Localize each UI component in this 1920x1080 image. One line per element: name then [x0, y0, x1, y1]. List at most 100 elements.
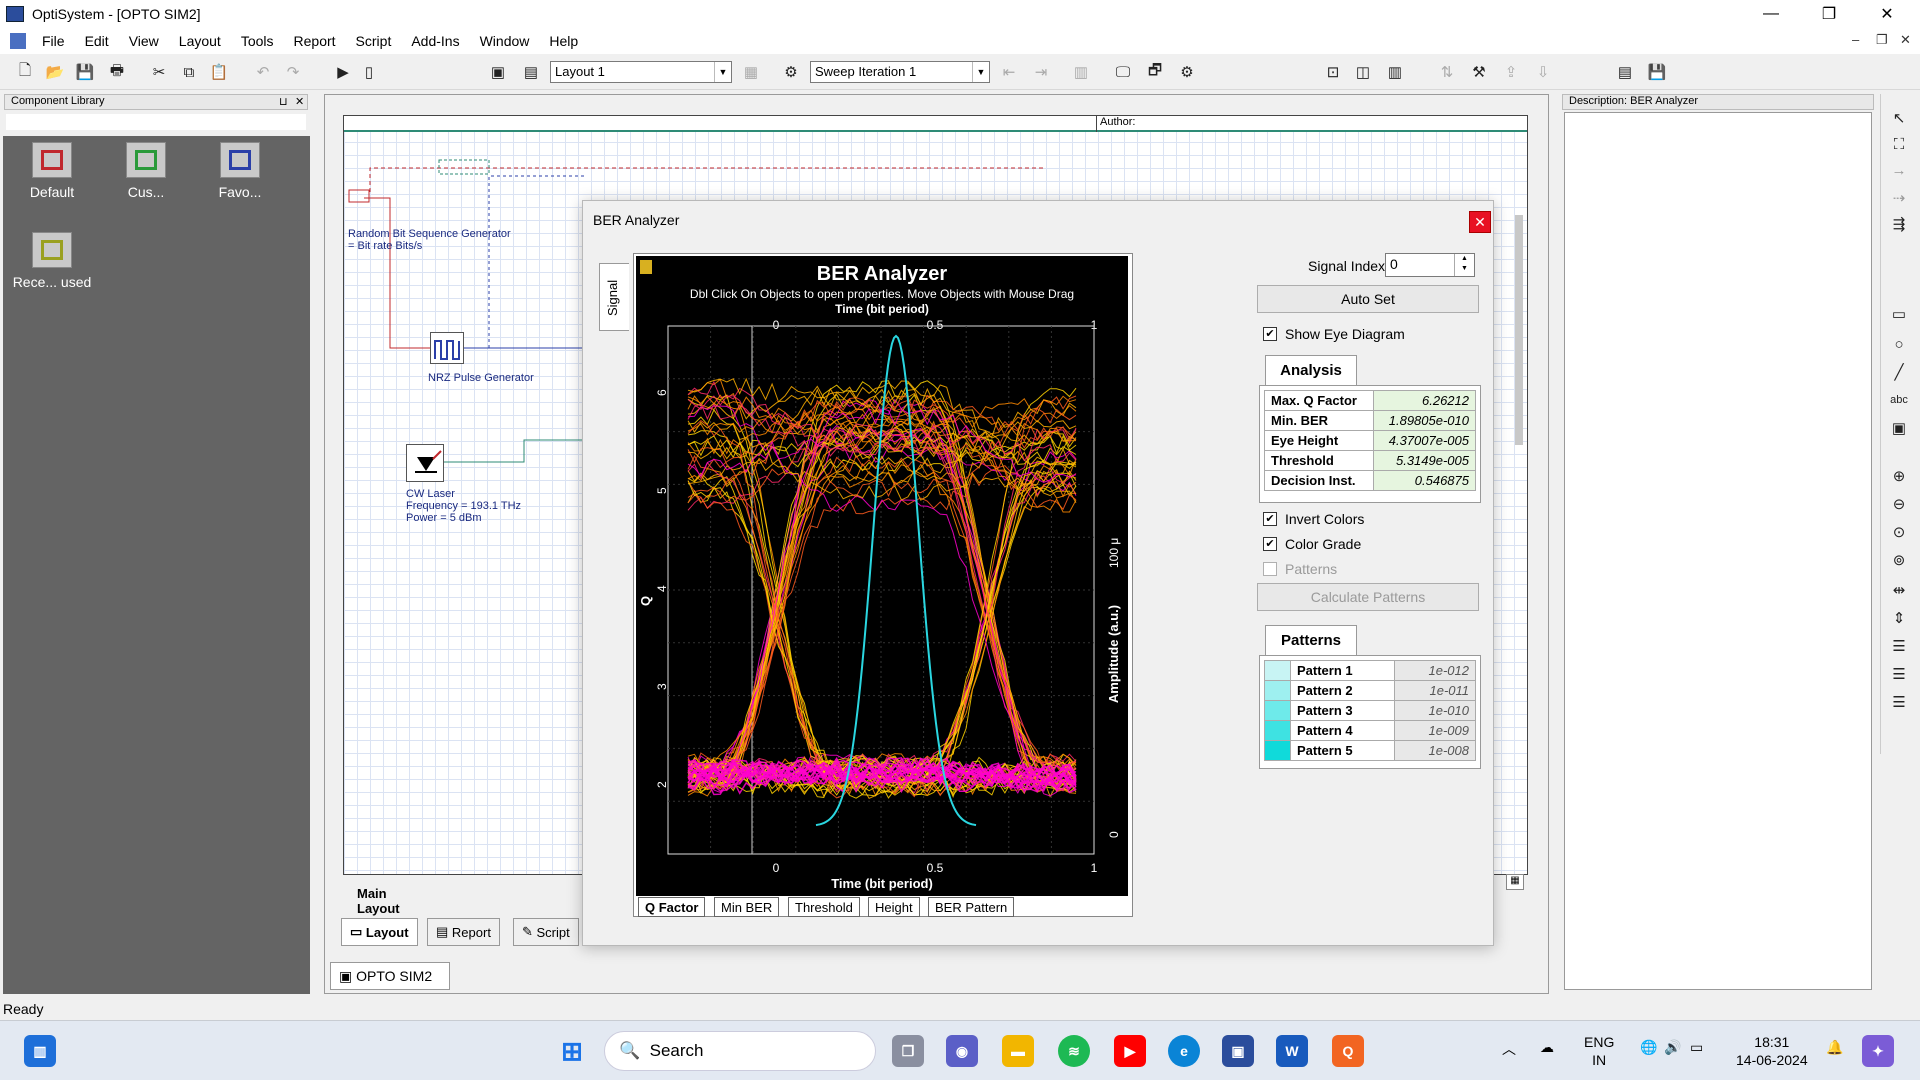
tab-report[interactable]: ▤ Report — [427, 918, 500, 946]
print-icon[interactable]: 🖶 — [109, 61, 125, 79]
open-folder-icon[interactable]: 📂 — [45, 64, 65, 81]
minimize-button[interactable]: — — [1763, 5, 1779, 22]
menu-window[interactable]: Window — [479, 33, 530, 49]
chevron-up-icon[interactable]: ︿ — [1502, 1041, 1516, 1057]
add-layout-icon[interactable]: ▣ — [490, 64, 506, 81]
distribute-vertical-icon[interactable]: ⇕ — [1892, 610, 1906, 627]
notification-bell-icon[interactable]: 🔔 — [1826, 1039, 1844, 1055]
ellipse-icon[interactable]: ○ — [1894, 335, 1904, 353]
teams-icon[interactable]: ◉ — [946, 1035, 978, 1067]
calculate-patterns-button[interactable]: Calculate Patterns — [1257, 583, 1479, 611]
start-icon[interactable]: ⊞ — [561, 1035, 583, 1066]
copy-icon[interactable]: ⧉ — [183, 63, 195, 81]
mdi-close-button[interactable]: ✕ — [1900, 32, 1911, 47]
task-view-icon[interactable]: ❐ — [892, 1035, 924, 1067]
menu-edit[interactable]: Edit — [84, 33, 109, 49]
language-indicator[interactable]: ENG IN — [1584, 1033, 1614, 1069]
tab-height[interactable]: Height — [868, 897, 920, 917]
tools-icon[interactable]: ⚒ — [1472, 64, 1486, 81]
align-center-icon[interactable]: ☰ — [1892, 638, 1906, 655]
connect-alt-icon[interactable]: ⇢ — [1892, 190, 1906, 207]
menu-tools[interactable]: Tools — [240, 33, 274, 49]
patterns-tab[interactable]: Patterns — [1265, 625, 1357, 655]
menu-script[interactable]: Script — [355, 33, 392, 49]
chevron-down-icon[interactable]: ▼ — [714, 62, 731, 82]
optisystem-taskbar-icon[interactable]: ▣ — [1222, 1035, 1254, 1067]
zoom-area-icon[interactable]: ⊚ — [1892, 552, 1906, 569]
menu-help[interactable]: Help — [549, 33, 579, 49]
zoom-in-icon[interactable]: ⊕ — [1892, 468, 1906, 485]
layout-settings-icon[interactable]: ▤ — [523, 64, 539, 81]
word-icon[interactable]: W — [1276, 1035, 1308, 1067]
fit-page-icon[interactable]: ⊡ — [1326, 64, 1340, 81]
signal-index-input[interactable]: 0 ▲ ▼ — [1385, 253, 1475, 277]
new-file-icon[interactable]: 🗋 — [18, 61, 32, 79]
show-eye-diagram-checkbox[interactable]: ✔ Show Eye Diagram — [1263, 326, 1405, 342]
fullscreen-icon[interactable]: ⛶ — [1893, 135, 1905, 153]
save-icon[interactable]: 💾 — [75, 64, 95, 81]
text-icon[interactable]: abc — [1890, 394, 1908, 406]
onedrive-icon[interactable]: ☁ — [1540, 1039, 1554, 1055]
bus-icon[interactable]: ⇶ — [1892, 216, 1906, 233]
battery-icon[interactable]: ▭ — [1690, 1039, 1704, 1055]
report-icon[interactable]: ▤ — [1617, 64, 1633, 81]
clock[interactable]: 18:31 14-06-2024 — [1736, 1033, 1808, 1069]
mdi-minimize-button[interactable]: – — [1852, 32, 1860, 47]
analysis-tab[interactable]: Analysis — [1265, 355, 1357, 385]
tab-min-ber[interactable]: Min BER — [714, 897, 780, 917]
menu-layout[interactable]: Layout — [178, 33, 221, 49]
pointer-icon[interactable]: ↖ — [1892, 110, 1906, 127]
sweep-prev-icon[interactable]: ⇤ — [1002, 64, 1016, 81]
align-right-icon[interactable]: ☰ — [1892, 694, 1906, 711]
folder-default[interactable]: Default — [12, 142, 92, 200]
tab-layout[interactable]: ▭ Layout — [341, 918, 418, 946]
import-icon[interactable]: ⇩ — [1536, 64, 1550, 81]
run-icon[interactable]: ▶ — [337, 64, 349, 81]
taskbar-search[interactable]: 🔍 Search — [604, 1031, 876, 1071]
menu-view[interactable]: View — [128, 33, 159, 49]
ber-eye-diagram-plot[interactable]: BER Analyzer Dbl Click On Objects to ope… — [636, 256, 1128, 896]
document-tab[interactable]: ▣ OPTO SIM2 — [330, 962, 450, 990]
menu-add-ins[interactable]: Add-Ins — [411, 33, 460, 49]
bit-sequence-generator-label[interactable]: Random Bit Sequence Generator = Bit rate… — [348, 228, 511, 252]
sweep-next-icon[interactable]: ⇥ — [1034, 64, 1048, 81]
widgets-icon[interactable]: ▥ — [24, 1035, 56, 1067]
library-search-field[interactable] — [6, 114, 306, 130]
undo-icon[interactable]: ↶ — [256, 64, 270, 81]
layout-view-icon[interactable]: ▯ — [364, 64, 374, 81]
cut-icon[interactable]: ✂ — [152, 64, 166, 81]
nrz-pulse-generator-icon[interactable] — [430, 332, 464, 364]
copilot-icon[interactable]: ✦ — [1862, 1035, 1894, 1067]
folder-custom[interactable]: Cus... — [106, 142, 186, 200]
mdi-restore-button[interactable]: ❐ — [1876, 32, 1888, 47]
spotify-icon[interactable]: ≋ — [1058, 1035, 1090, 1067]
vertical-scrollbar[interactable] — [1515, 215, 1523, 445]
dialog-close-button[interactable]: ✕ — [1469, 211, 1491, 233]
tab-signal[interactable]: Signal — [599, 263, 629, 331]
pin-icon[interactable]: ⊔ — [279, 96, 288, 108]
distribute-horizontal-icon[interactable]: ⇹ — [1892, 582, 1906, 599]
patterns-checkbox[interactable]: Patterns — [1263, 561, 1337, 577]
tab-script[interactable]: ✎ Script — [513, 918, 579, 946]
chevron-down-icon[interactable]: ▼ — [972, 62, 989, 82]
redo-icon[interactable]: ↷ — [286, 64, 300, 81]
layout-delete-icon[interactable]: ▦ — [743, 64, 759, 81]
sweep-table-icon[interactable]: ▥ — [1073, 64, 1089, 81]
align-left-icon[interactable]: ☰ — [1892, 666, 1906, 683]
windows-icon[interactable]: 🗗 — [1147, 61, 1163, 79]
paste-icon[interactable]: 📋 — [209, 64, 229, 81]
cw-laser-icon[interactable] — [406, 444, 444, 482]
network-icon[interactable]: 🌐 — [1640, 1039, 1658, 1055]
menu-file[interactable]: File — [42, 33, 65, 49]
arrange-icon[interactable]: ⇅ — [1440, 64, 1454, 81]
zoom-out-icon[interactable]: ⊖ — [1892, 496, 1906, 513]
monitor-icon[interactable]: 🖵 — [1115, 63, 1131, 81]
plot-menu-icon[interactable] — [640, 260, 652, 274]
line-icon[interactable]: ╱ — [1894, 364, 1904, 381]
tab-q-factor[interactable]: Q Factor — [638, 897, 706, 917]
q-app-icon[interactable]: Q — [1332, 1035, 1364, 1067]
edge-icon[interactable]: e — [1168, 1035, 1200, 1067]
maximize-button[interactable]: ❐ — [1821, 6, 1837, 23]
zoom-fit-icon[interactable]: ⊙ — [1892, 524, 1906, 541]
layout-select[interactable]: Layout 1 ▼ — [550, 61, 732, 83]
